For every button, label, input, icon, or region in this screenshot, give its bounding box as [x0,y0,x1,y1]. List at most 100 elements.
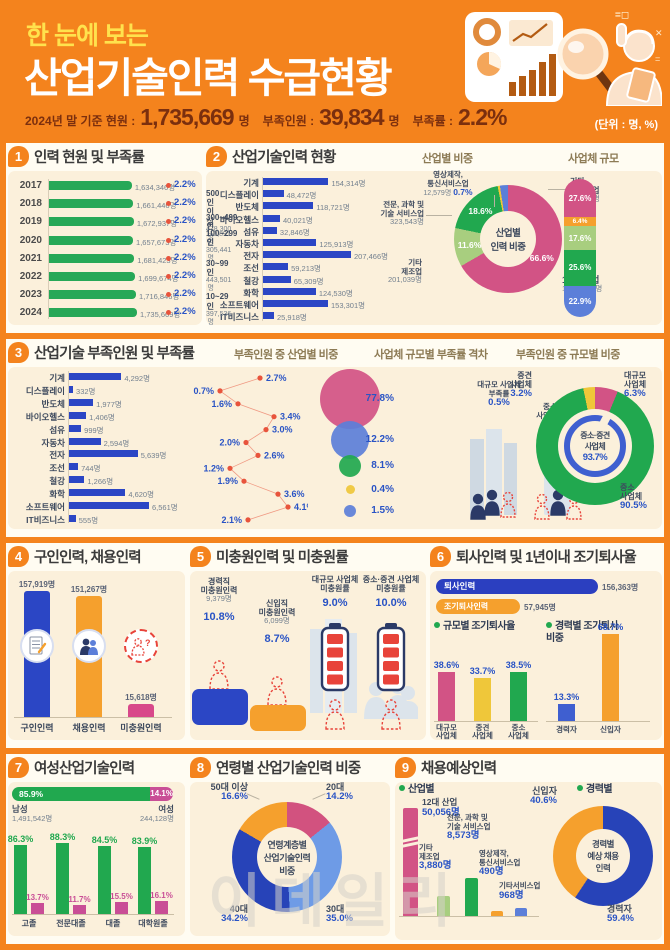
label-50plus-pct: 16.6% [221,791,248,803]
label-media-pct: 490명 [479,866,504,878]
baseline [399,916,539,917]
bar-pct: 38.6% [433,659,460,670]
bar [69,463,79,471]
slice-pct-label: 18.6% [468,206,493,217]
svg-text:3.4%: 3.4% [280,412,301,422]
value-label: 4,620명 [128,490,154,500]
size-value: 305,441명 [206,247,232,263]
female-total-name: 여성 [158,804,174,814]
year-label: 2017 [19,180,42,191]
new-unfilled-label-value: 6,099명 [264,616,290,626]
value-label: 15,618명 [125,693,157,702]
age-share-donut-hole: 연령계층별 산업기술인력 비중 [257,827,317,887]
bar [69,450,138,458]
bar [49,235,134,245]
bar-cat: 대규모 사업체 [436,723,457,741]
label-50plus-name: 50대 이상 [210,782,248,792]
stat-value: 1,735,669 [140,104,234,130]
svg-text:1.6%: 1.6% [211,399,232,409]
bar-cat: 중소 사업체 [508,723,529,741]
row-divider [6,537,664,543]
rate-dot [166,310,171,316]
pointing-hand [616,23,627,47]
bar [263,263,289,271]
rate-dot [166,274,171,279]
label-midsize-pct: 3.2% [510,388,532,400]
industry-label: 조선 [243,263,259,274]
section-4-header: 4 구인인력, 채용인력 [8,543,185,569]
category-label: 채용인력 [72,723,106,733]
bar-male-pct: 86.3% [7,833,34,844]
section-number-badge: 5 [190,545,211,567]
shortage-size-donut-hole: 중소·중견 사업체 93.7% [558,409,632,483]
sec9-chart: 산업별 경력별 12대 산업 50,056명 전문, 과학 및 기술 서비스업 8,573… [395,782,662,940]
value-label: 154,314명 [331,179,366,188]
sec1-chart: 2017 1,634,346명 2.2% 2018 1,661,446명 2.2% 2019… [8,171,202,325]
value-label: 5,639명 [140,451,167,461]
section-industry-headcount: 2 산업기술인력 현황 산업별 비중 사업체 규모 기계 154,314명 디스플레… [206,143,662,329]
value-label: 744명 [81,464,101,474]
exp-block [192,689,248,725]
gender-bar-male: 85.9% [12,787,151,801]
industry-label: 기계 [243,178,259,188]
bar [263,214,280,222]
bar [263,239,317,246]
page-title: 산업기술인력 수급현황 [24,55,393,101]
svg-text:0.7%: 0.7% [193,386,214,396]
bar-female-pct: 11.7% [68,894,91,904]
industry-label: 디스플레이 [25,385,65,396]
size-name: 30~99인 [206,258,229,278]
industry-label: 전자 [49,450,65,461]
label-new-hire-pct: 40.6% [530,795,557,807]
baseline [14,717,172,718]
large-unfilled-label: 대규모 사업체 미충원률 [306,575,364,593]
size-segment-label: 30~99인 443,501명 [206,258,232,293]
bar [474,678,491,721]
stat-label: 부족률 : [412,114,454,128]
early-leave-bar: 조기퇴사인력 [436,599,520,614]
bar-pct: 13.3% [553,692,580,703]
value-label: 1,672,937명 [136,219,178,229]
shortage-rate-zigzag: 2.7% 0.7% 1.6% 3.4% 3.0% 2.0% 2.6% 1.2% 1.9% 3.6%… [193,373,308,525]
bar-female-pct: 13.7% [26,893,49,903]
donut-label-media: 영상제작, 통신서비스업 12,579명 0.7% [402,170,494,198]
turnover-total-value: 156,363명 [602,583,639,592]
bar [465,878,478,916]
section-title: 산업기술 부족인원 및 부족률 [34,345,195,362]
section-3-header: 3 산업기술 부족인원 및 부족률 [8,339,662,365]
age-share-donut-center-label: 연령계층별 산업기술인력 비중 [263,839,311,876]
industry-label: IT비즈니스 [220,312,259,323]
section-number-badge: 8 [190,756,211,778]
equals-mark: =◻ [615,10,629,21]
bar [263,226,277,234]
bar-cat: 전문대졸 [56,919,86,928]
value-label: 1,735,669명 [140,310,181,320]
bubble-pct: 12.2% [365,434,394,445]
section-1-header: 1 인력 현원 및 부족률 [8,143,202,169]
donut-label-media-pct: 0.7% [453,187,473,198]
label-other-svc-name: 기타서비스업 [499,881,541,890]
label-40s-name: 40대 [229,904,248,914]
industry-label: 바이오헬스 [25,411,65,422]
size-value: 443,501명 [206,277,232,293]
subhead-industry-share: 산업별 비중 [422,153,473,165]
new-unfilled-label-name: 신입직 미충원인력 [258,599,296,618]
label-prof-sci-name: 전문, 과학 및 기술 서비스업 [447,813,491,831]
sec5-chart: 경력직 미충원인력 9,379명 10.8% 신입직 미충원인력 6,099명 8.7% 대… [190,571,426,740]
bar-cat: 경력자 [556,725,577,734]
value-label: 40,021명 [282,215,313,225]
value-label: 207,466명 [354,252,389,262]
bullet-icon [434,622,440,628]
bar-cat: 중견 사업체 [472,723,493,741]
year-label: 2019 [19,216,42,228]
section-age-share: 8 연령별 산업기술인력 비중 연령계층별 산업기술인력 비중 50대 이상 16.… [190,754,390,940]
label-30s-name: 30대 [326,904,345,914]
year-label: 2018 [19,198,42,210]
bar-male [138,846,151,914]
bar-male [98,846,111,914]
female-total-value: 244,128명 [139,813,174,823]
bar [263,287,316,295]
rate-label: 2.2% [174,288,196,300]
section-headcount-trend: 1 인력 현원 및 부족률 2017 1,634,346명 2.2% 2018 1,66… [8,143,202,329]
career-donut-hole: 경력별 예상 채용 인력 [576,829,630,883]
